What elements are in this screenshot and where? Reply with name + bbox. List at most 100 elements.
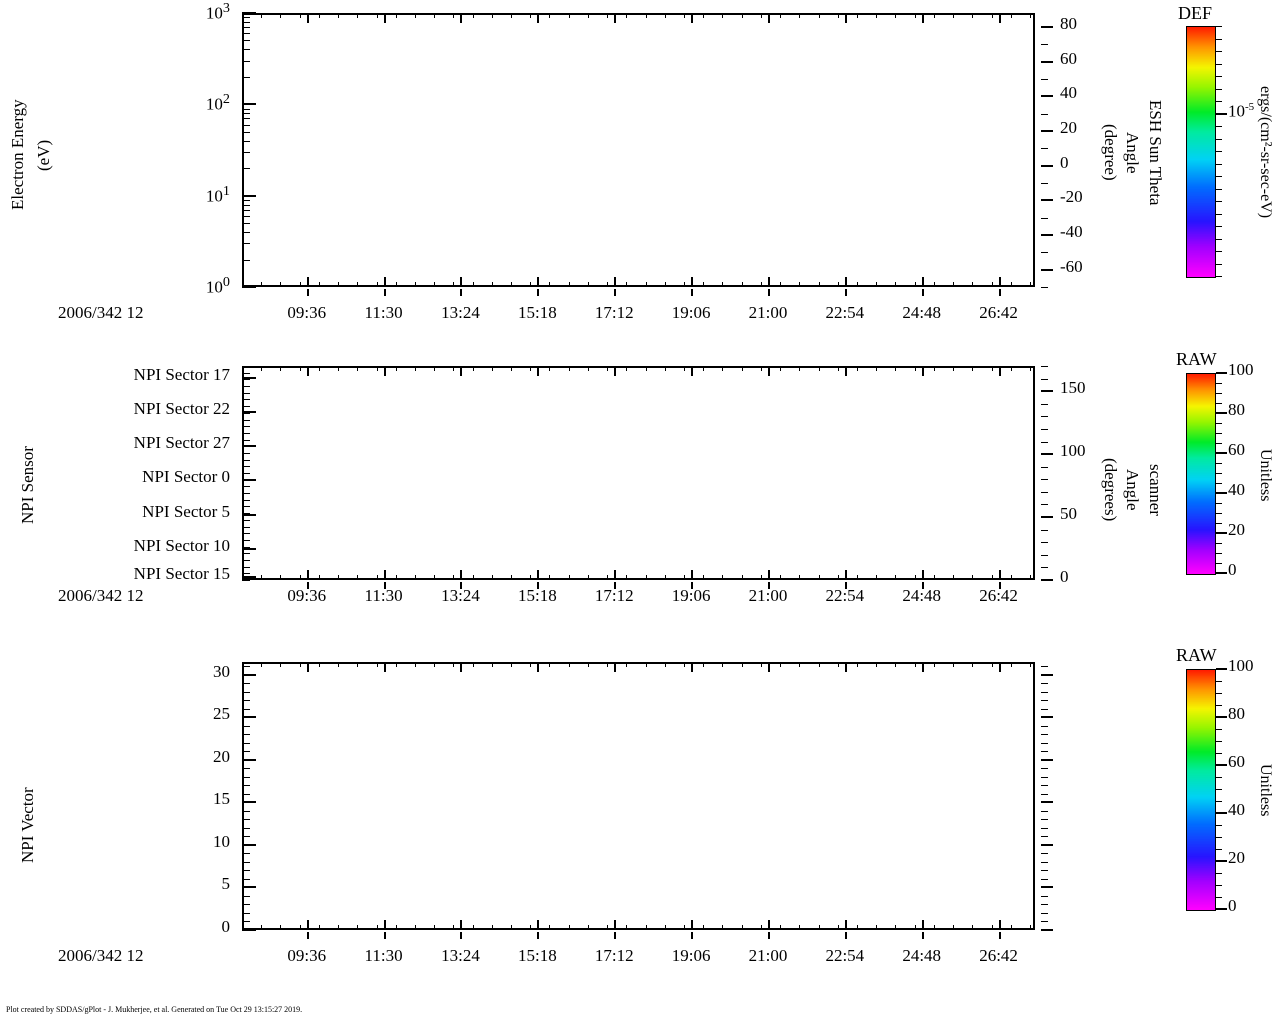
axis-tick: [876, 366, 877, 371]
colorbar-minor-tick: [1216, 26, 1222, 27]
panel2-right-axis-label-angle: Angle: [1123, 469, 1142, 511]
axis-tick: [377, 282, 378, 287]
axis-tick: [319, 282, 320, 287]
colorbar-minor-tick: [1216, 403, 1222, 404]
panel1-colorbar-unit: ergs/(cm²-sr-sec-eV): [1257, 86, 1274, 219]
axis-tick: [460, 277, 462, 287]
axis-tick: [992, 13, 993, 18]
axis-tick: [242, 513, 250, 514]
axis-tick: [1041, 862, 1048, 863]
axis-tick: [684, 662, 685, 667]
axis-tick: [357, 282, 358, 287]
axis-tick: [300, 282, 301, 287]
axis-tick: [799, 282, 800, 287]
axis-tick: [242, 460, 250, 461]
axis-tick: [307, 920, 309, 930]
axis-tick: [953, 366, 954, 371]
axis-tick: [537, 366, 539, 376]
axis-tick: [845, 289, 847, 296]
axis-tick: [934, 662, 935, 667]
y-tick-label: 101: [205, 182, 230, 206]
x-tick-label: 11:30: [364, 586, 403, 605]
axis-tick: [972, 925, 973, 930]
axis-tick: [537, 920, 539, 930]
axis-tick: [473, 366, 474, 371]
colorbar-minor-tick: [1216, 669, 1222, 670]
axis-tick: [434, 366, 435, 371]
axis-tick: [530, 282, 531, 287]
axis-tick: [280, 366, 281, 371]
axis-tick: [530, 366, 531, 371]
axis-tick: [357, 925, 358, 930]
axis-tick: [1011, 925, 1012, 930]
axis-tick: [646, 662, 647, 667]
y-tick-label: 5: [221, 874, 231, 894]
axis-tick: [537, 277, 539, 287]
axis-tick: [242, 17, 250, 18]
x-tick-label: 26:42: [979, 303, 1018, 322]
axis-tick: [799, 366, 800, 371]
axis-tick: [242, 828, 250, 829]
axis-tick: [242, 743, 250, 744]
axis-tick: [492, 575, 493, 580]
right-y-tick-label: 40: [1060, 83, 1077, 103]
axis-tick: [261, 662, 262, 667]
axis-tick: [396, 13, 397, 18]
axis-tick: [780, 282, 781, 287]
axis-tick: [242, 413, 250, 414]
axis-tick: [1041, 666, 1048, 667]
axis-tick: [307, 13, 309, 23]
axis-tick: [799, 662, 800, 667]
axis-tick: [242, 260, 250, 261]
axis-tick: [768, 920, 770, 930]
colorbar-tick-label: 40: [1228, 480, 1245, 499]
axis-tick: [934, 575, 935, 580]
y-tick-label: NPI Sector 15: [133, 563, 230, 583]
x-tick-label: 19:06: [671, 586, 711, 605]
axis-tick: [895, 925, 896, 930]
axis-tick: [857, 282, 858, 287]
axis-tick: [684, 282, 685, 287]
axis-tick: [1041, 853, 1048, 854]
axis-tick: [242, 548, 256, 550]
axis-tick: [1041, 844, 1053, 846]
axis-tick: [377, 575, 378, 580]
axis-tick: [434, 282, 435, 287]
axis-tick: [242, 377, 256, 379]
axis-tick: [242, 393, 250, 394]
axis-tick: [569, 662, 570, 667]
axis-tick: [434, 662, 435, 667]
colorbar-minor-tick: [1216, 825, 1222, 826]
y-tick-label: 103: [205, 0, 230, 23]
axis-tick: [357, 662, 358, 667]
axis-tick: [1041, 442, 1048, 443]
colorbar-minor-tick: [1216, 201, 1222, 202]
axis-tick: [511, 282, 512, 287]
axis-tick: [876, 282, 877, 287]
axis-tick: [242, 760, 250, 761]
axis-tick: [453, 925, 454, 930]
axis-tick: [1041, 44, 1048, 45]
x-tick-label: 19:06: [671, 946, 711, 965]
axis-tick: [876, 13, 877, 18]
axis-tick: [1030, 13, 1031, 18]
axis-tick: [242, 751, 250, 752]
axis-tick: [242, 205, 250, 206]
axis-tick: [242, 152, 250, 153]
axis-tick: [588, 282, 589, 287]
axis-tick: [780, 366, 781, 371]
colorbar-minor-tick: [1216, 885, 1222, 886]
axis-tick: [242, 575, 243, 580]
axis-tick: [999, 277, 1001, 287]
colorbar-minor-tick: [1216, 573, 1222, 574]
colorbar-minor-tick: [1216, 423, 1222, 424]
colorbar-minor-tick: [1216, 443, 1222, 444]
axis-tick: [338, 925, 339, 930]
axis-tick: [242, 811, 250, 812]
axis-tick: [922, 662, 924, 672]
colorbar-tick-label: 60: [1228, 440, 1245, 459]
axis-tick: [357, 13, 358, 18]
axis-tick: [242, 49, 250, 50]
axis-tick: [1041, 391, 1048, 392]
colorbar-minor-tick: [1216, 513, 1222, 514]
